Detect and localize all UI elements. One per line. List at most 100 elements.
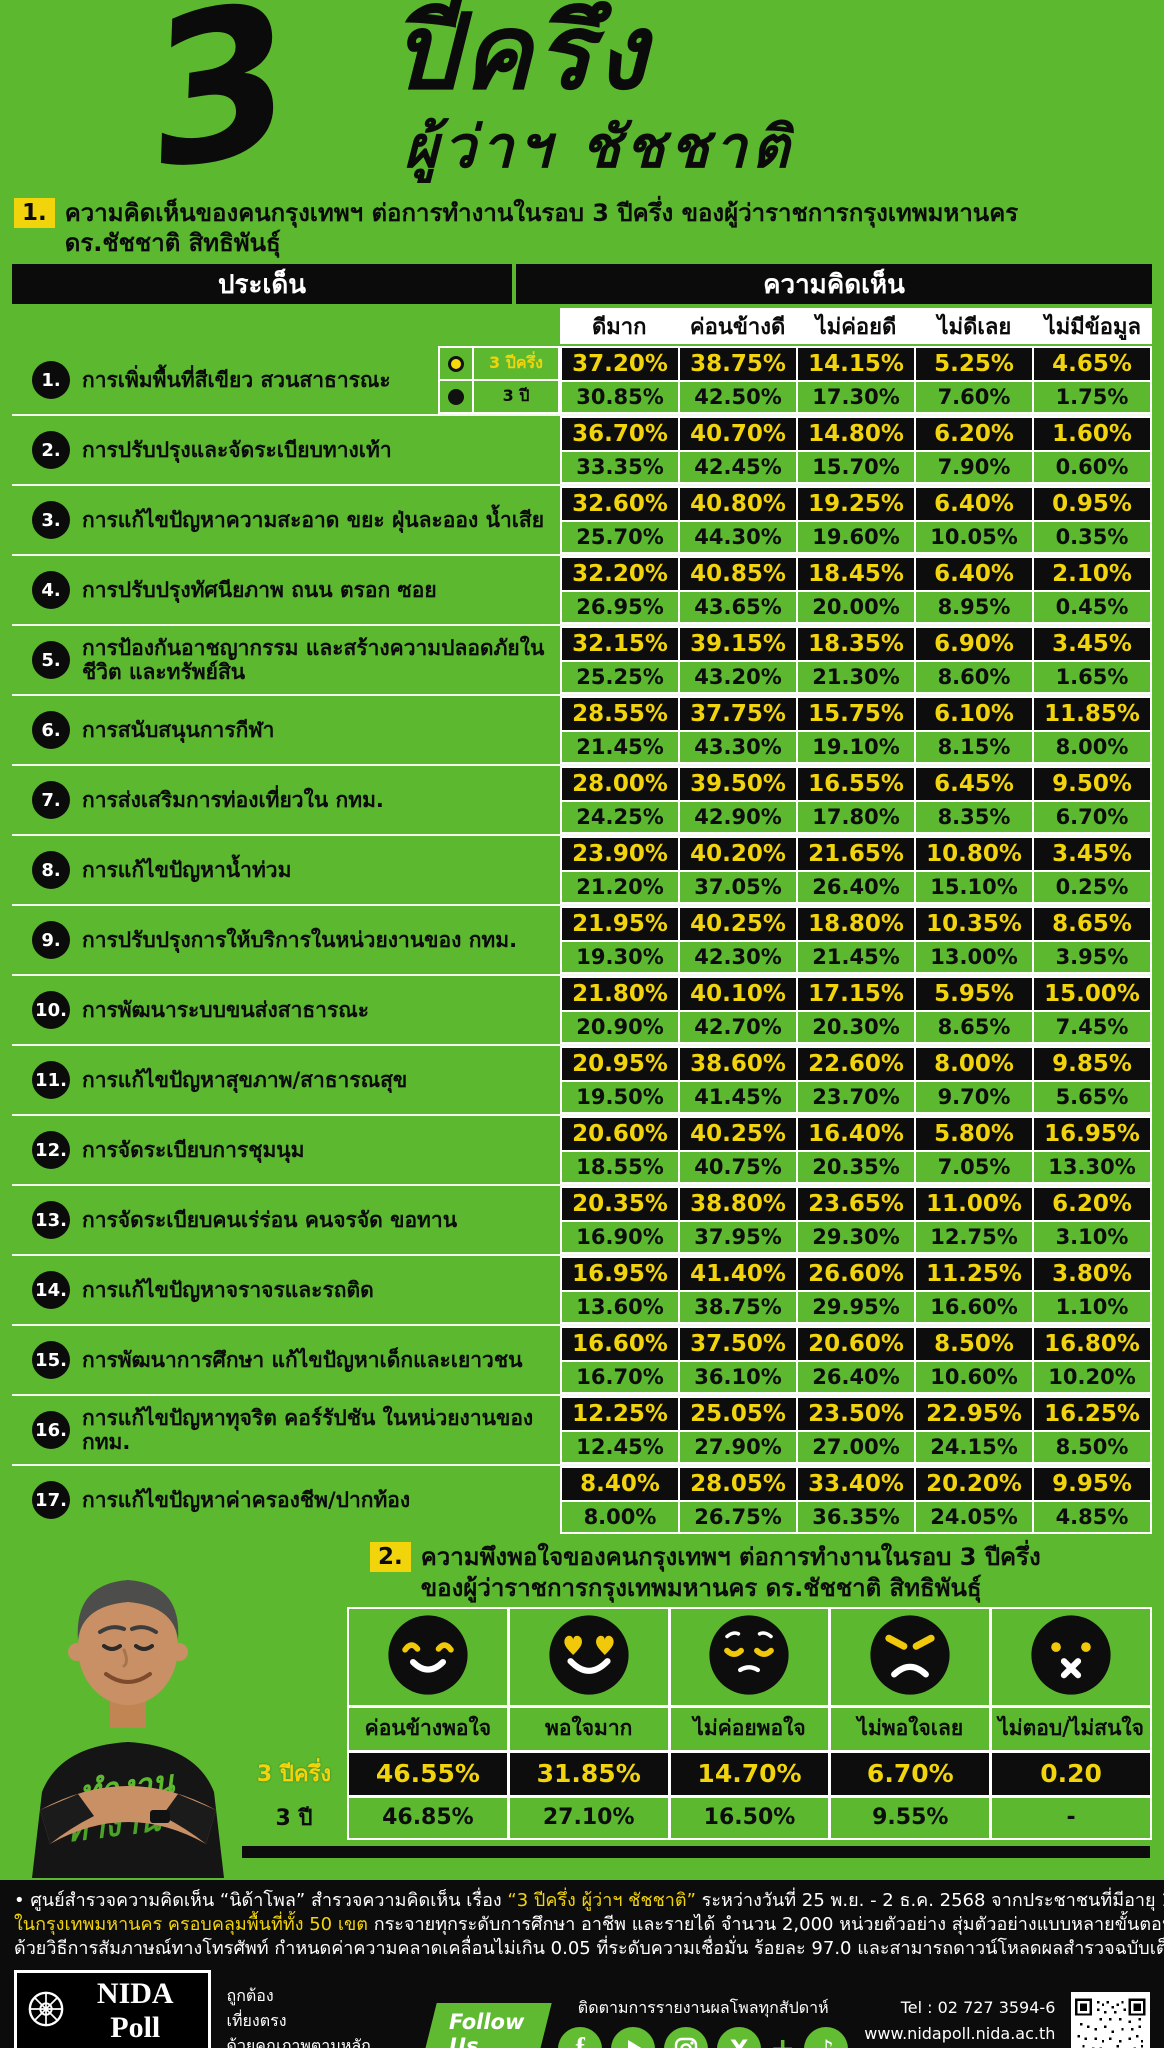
- opinion-value-3yr: 20.90%: [562, 1012, 678, 1043]
- brand-value: ด้วยคุณภาพตามหลักวิชาการ: [226, 2035, 371, 2048]
- nida-poll-brand: NIDA Poll โพลแห่งแรกในประเทศไทย: [14, 1969, 211, 2048]
- satisfaction-section: 2. ความพึงพอใจของคนกรุงเทพฯ ต่อการทำงานใ…: [0, 1542, 1164, 1858]
- opinion-value-3half: 18.80%: [798, 908, 914, 941]
- tiktok-icon[interactable]: ♪: [804, 2027, 849, 2048]
- opinion-value-3yr: 8.15%: [916, 732, 1032, 763]
- opinion-value-3half: 16.55%: [798, 768, 914, 801]
- facebook-icon[interactable]: f: [558, 2027, 603, 2048]
- opinion-value-3yr: 10.20%: [1034, 1362, 1150, 1393]
- plus-icon[interactable]: +: [770, 2032, 795, 2048]
- topic-cell: 7. การส่งเสริมการท่องเที่ยวใน กทม.: [12, 766, 560, 834]
- opinion-value-3yr: 36.10%: [680, 1362, 796, 1393]
- opinion-value-3half: 5.25%: [916, 348, 1032, 381]
- satisfaction-emoji-cell: [831, 1608, 990, 1705]
- topic-label: การปรับปรุงการให้บริการในหน่วยงานของ กทม…: [82, 928, 518, 953]
- opinion-value-3half: 20.95%: [562, 1048, 678, 1081]
- opinion-value-3half: 15.75%: [798, 698, 914, 731]
- social-block: ติดตามการรายงานผลโพลทุกสัปดาห์ f X + ♪: [558, 1996, 849, 2048]
- satisfaction-value-3yr: 46.85%: [349, 1797, 507, 1838]
- opinion-value-3yr: 21.45%: [798, 942, 914, 973]
- opinion-value-3yr: 24.25%: [562, 802, 678, 833]
- legend-marker-3yr: [440, 381, 472, 413]
- opinion-value-3yr: 16.70%: [562, 1362, 678, 1393]
- qr-code[interactable]: [1071, 1991, 1150, 2048]
- legend-label: 3 ปีครึ่ง: [489, 353, 543, 373]
- opinion-cells: 28.55% 37.75% 15.75% 6.10% 11.85% 21.45% 43.30…: [560, 696, 1152, 765]
- subheader-spacer: [12, 308, 560, 344]
- opinion-value-3yr: 37.95%: [680, 1222, 796, 1253]
- opinion-value-3half: 28.55%: [562, 698, 678, 731]
- website-link[interactable]: www.nidapoll.nida.ac.th: [864, 2024, 1056, 2044]
- opinion-value-3yr: 15.10%: [916, 872, 1032, 903]
- topic-label: การสนับสนุนการกีฬา: [82, 718, 275, 743]
- opinion-column-headers: ดีมาก ค่อนข้างดี ไม่ค่อยดี ไม่ดีเลย ไม่มีข้อ…: [560, 308, 1152, 345]
- series-legend: 3 ปีครึ่ง 3 ปี: [438, 346, 560, 415]
- satisfaction-label-spacer: [242, 1708, 346, 1750]
- opinion-value-3half: 15.00%: [1034, 978, 1150, 1011]
- opinion-cells: 28.00% 39.50% 16.55% 6.45% 9.50% 24.25% 42.90%…: [560, 766, 1152, 835]
- opinion-cells: 21.80% 40.10% 17.15% 5.95% 15.00% 20.90% 42.70…: [560, 976, 1152, 1045]
- opinion-value-3yr: 41.45%: [680, 1082, 796, 1113]
- opinion-value-3yr: 42.45%: [680, 452, 796, 483]
- nida-poll-wordmark: NIDA Poll: [96, 1976, 174, 2044]
- opinion-value-3half: 16.25%: [1034, 1398, 1150, 1431]
- opinion-table: ประเด็น ความคิดเห็น ดีมาก ค่อนข้างดี ไม่ค่…: [12, 264, 1152, 1535]
- opinion-value-3half: 6.10%: [916, 698, 1032, 731]
- satisfaction-table-bottom-rule: [242, 1845, 1150, 1858]
- survey-note-line: ด้วยวิธีการสัมภาษณ์ทางโทรศัพท์ กำหนดค่าค…: [14, 1937, 1164, 1961]
- poster-title: 3 ปีครึ่ง ผู้ว่าฯ ชัชชาติ: [0, 0, 1164, 216]
- opinion-value-3yr: 43.30%: [680, 732, 796, 763]
- opinion-value-3half: 28.05%: [680, 1468, 796, 1501]
- x-icon[interactable]: X: [717, 2027, 762, 2048]
- nida-poll-logo: NIDA Poll: [14, 1969, 211, 2048]
- satisfaction-emoji-cell: [349, 1608, 507, 1705]
- opinion-value-3yr: 3.10%: [1034, 1222, 1150, 1253]
- topic-cell: 1. การเพิ่มพื้นที่สีเขียว สวนสาธารณะ 3 ปีค…: [12, 346, 560, 415]
- topic-label: การปรับปรุงและจัดระเบียบทางเท้า: [82, 438, 392, 463]
- topic-cell: 3. การแก้ไขปัญหาความสะอาด ขยะ ฝุ่นละออง น…: [12, 486, 560, 554]
- opinion-value-3yr: 20.35%: [798, 1152, 914, 1183]
- opinion-value-3yr: 7.60%: [916, 382, 1032, 413]
- opinion-value-3yr: 25.70%: [562, 522, 678, 553]
- opinion-value-3yr: 0.25%: [1034, 872, 1150, 903]
- opinion-value-3yr: 18.55%: [562, 1152, 678, 1183]
- opinion-value-3yr: 21.45%: [562, 732, 678, 763]
- opinion-value-3half: 19.25%: [798, 488, 914, 521]
- topic-label: การป้องกันอาชญากรรม และสร้างความปลอดภัยใ…: [82, 636, 545, 685]
- opinion-value-3yr: 0.60%: [1034, 452, 1150, 483]
- opinion-value-3half: 38.75%: [680, 348, 796, 381]
- black-dot-icon: [448, 388, 464, 405]
- opinion-value-3half: 16.95%: [562, 1258, 678, 1291]
- opinion-cells: 37.20% 38.75% 14.15% 5.25% 4.65% 30.85% 42.50%…: [560, 346, 1152, 415]
- youtube-icon[interactable]: [611, 2027, 656, 2048]
- opinion-column-header: ดีมาก: [591, 314, 647, 340]
- satisfaction-category-label: ไม่พอใจเลย: [831, 1707, 990, 1750]
- opinion-value-3yr: 27.90%: [680, 1432, 796, 1463]
- opinion-value-3yr: 3.95%: [1034, 942, 1150, 973]
- follow-us-block: Follow Us ติดตามการรายงานผลโพลทุกสัปดาห์…: [421, 1996, 849, 2048]
- topic-cell: 17. การแก้ไขปัญหาค่าครองชีพ/ปากท้อง: [12, 1466, 560, 1534]
- opinion-value-3half: 40.10%: [680, 978, 796, 1011]
- opinion-value-3yr: 0.35%: [1034, 522, 1150, 553]
- opinion-value-3half: 18.35%: [798, 628, 914, 661]
- title-number: 3: [132, 0, 310, 216]
- opinion-value-3yr: 7.45%: [1034, 1012, 1150, 1043]
- opinion-value-3yr: 1.75%: [1034, 382, 1150, 413]
- topic-label: การแก้ไขปัญหาสุขภาพ/สาธารณสุข: [82, 1068, 408, 1093]
- opinion-value-3half: 39.15%: [680, 628, 796, 661]
- instagram-icon[interactable]: [664, 2027, 709, 2048]
- topic-number: 2.: [32, 431, 70, 470]
- topic-number: 13.: [32, 1201, 70, 1240]
- topic-number: 5.: [32, 641, 70, 680]
- satisfaction-value-3half: 6.70%: [831, 1752, 990, 1795]
- topic-number: 7.: [32, 781, 70, 820]
- opinion-value-3yr: 24.05%: [916, 1502, 1032, 1533]
- opinion-value-3yr: 26.95%: [562, 592, 678, 623]
- question1-line1: ความคิดเห็นของคนกรุงเทพฯ ต่อการทำงานในรอ…: [64, 199, 1019, 227]
- topic-number: 9.: [32, 921, 70, 960]
- question1-text: ความคิดเห็นของคนกรุงเทพฯ ต่อการทำงานในรอ…: [65, 198, 1018, 258]
- table-row: 2. การปรับปรุงและจัดระเบียบทางเท้า 36.70% 4…: [12, 416, 1152, 487]
- topic-label: การแก้ไขปัญหาน้ำท่วม: [82, 858, 292, 883]
- quite-satisfied-emoji-icon: [384, 1611, 472, 1703]
- contact-block: Tel : 02 727 3594-6 www.nidapoll.nida.ac…: [864, 1995, 1055, 2048]
